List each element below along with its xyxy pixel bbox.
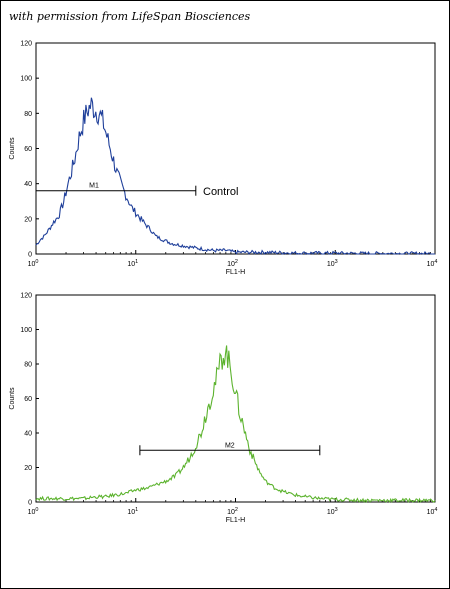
x-axis-title: FL1-H	[226, 269, 245, 276]
y-tick-label: 20	[24, 216, 32, 223]
histogram-trace	[35, 345, 436, 504]
y-tick-label: 0	[28, 500, 32, 507]
x-tick-label: 100	[28, 259, 39, 268]
y-tick-label: 100	[20, 76, 32, 83]
x-tick-label: 102	[227, 507, 238, 516]
gate-label: M1	[89, 183, 99, 190]
y-axis-title: Counts	[9, 137, 16, 160]
y-tick-label: 40	[24, 181, 32, 188]
x-tick-label: 102	[227, 259, 238, 268]
y-tick-label: 120	[20, 293, 32, 300]
y-tick-label: 80	[24, 111, 32, 118]
x-tick-label: 103	[327, 507, 338, 516]
plot-frame	[35, 42, 436, 255]
plot-frame	[35, 294, 436, 503]
y-tick-label: 0	[28, 252, 32, 259]
y-tick-label: 120	[20, 41, 32, 48]
x-tick-label: 100	[28, 507, 39, 516]
y-tick-label: 40	[24, 431, 32, 438]
x-axis-title: FL1-H	[226, 517, 245, 524]
histogram-panel-2: 0 20 40 60 80 100 120 100 101 102 103 104 FL1-H Count…	[9, 293, 437, 525]
control-annotation: Control	[203, 186, 238, 198]
y-axis-title: Counts	[9, 387, 16, 410]
y-tick-label: 100	[20, 327, 32, 334]
histogram-trace	[35, 97, 435, 255]
x-tick-label: 101	[127, 259, 138, 268]
histogram-panel-1: 0 20 40 60 80 100 120 100 101 102 103 104 FL1-H Count…	[9, 41, 437, 277]
x-tick-label: 104	[427, 507, 438, 516]
x-tick-label: 101	[127, 507, 138, 516]
x-tick-label: 103	[327, 259, 338, 268]
y-tick-label: 60	[24, 146, 32, 153]
y-tick-label: 20	[24, 465, 32, 472]
y-tick-label: 80	[24, 362, 32, 369]
gate-label: M2	[225, 442, 235, 449]
watermark-text: with permission from LifeSpan Bioscience…	[9, 10, 251, 23]
y-tick-label: 60	[24, 396, 32, 403]
x-tick-label: 104	[427, 259, 438, 268]
